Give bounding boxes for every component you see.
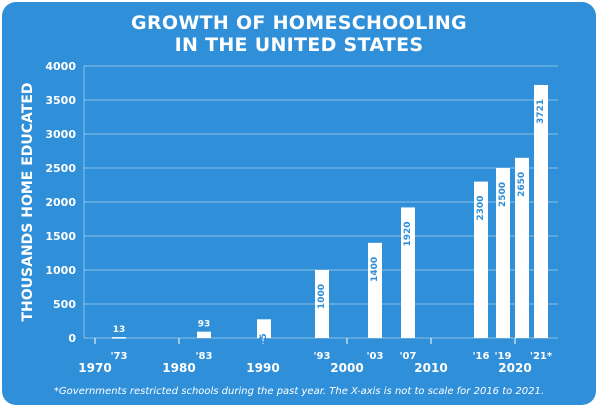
x-axis-decades: 1970 1980 1990 2000 2010 2020 [78,338,532,375]
y-tick-label: 2500 [45,162,76,175]
bars: 13 93 275 1000 1400 1920 2300 2500 2650 3721 [112,84,548,352]
bar-value-label: 3721 [536,99,546,124]
chart-title: GROWTH OF HOMESCHOOLING IN THE UNITED ST… [2,12,596,56]
bar [315,270,329,338]
chart-title-line-2: IN THE UNITED STATES [174,34,424,56]
bar-value-label: 13 [113,325,126,335]
y-axis-ticks: 0 500 1000 1500 2000 2500 3000 3500 4000 [45,60,76,345]
y-tick-label: 1000 [45,264,76,277]
x-decade-label: 2020 [498,361,531,375]
bar-chart: 0 500 1000 1500 2000 2500 3000 3500 4000 1970 198… [20,60,558,375]
y-tick-label: 3500 [45,94,76,107]
y-tick-label: 500 [53,298,76,311]
x-axis-category-labels: '73 '83 '93 '03 '07 '16 '19 '21* [111,351,553,362]
x-decade-label: 1980 [162,361,195,375]
bar [257,319,271,338]
bar [112,337,126,339]
chart-card: GROWTH OF HOMESCHOOLING IN THE UNITED ST… [2,2,596,405]
y-tick-label: 4000 [45,60,76,73]
x-category-label: '03 [367,351,384,362]
y-tick-label: 0 [68,332,76,345]
x-decade-label: 1990 [246,361,279,375]
bar [474,181,488,338]
x-decade-label: 2010 [414,361,447,375]
bar-value-label: 275 [259,333,269,352]
x-category-label: '83 [196,351,213,362]
bar [534,84,548,338]
bar [401,207,415,338]
x-category-label: '16 [473,351,490,362]
bar-value-label: 1000 [317,284,327,309]
bar [515,157,529,338]
bar-value-label: 2650 [517,172,527,197]
bar-value-label: 1400 [370,257,380,282]
bar [496,168,510,338]
y-tick-label: 1500 [45,230,76,243]
bar-value-label: 2500 [498,182,508,207]
y-tick-label: 2000 [45,196,76,209]
x-category-label: '73 [111,351,128,362]
x-category-label: '07 [400,351,417,362]
bar-value-label: 2300 [476,196,486,221]
x-decade-label: 2000 [330,361,363,375]
y-axis-label: THOUSANDS HOME EDUCATED [20,82,36,321]
footnote: *Governments restricted schools during t… [53,386,545,397]
bar-value-label: 93 [198,320,211,330]
x-decade-label: 1970 [78,361,111,375]
bar-value-label: 1920 [403,221,413,246]
x-category-label: '21* [530,351,553,362]
chart-title-line-1: GROWTH OF HOMESCHOOLING [131,12,467,34]
x-category-label: '93 [314,351,331,362]
bar [368,242,382,338]
x-category-label: '19 [495,351,512,362]
y-tick-label: 3000 [45,128,76,141]
bar [197,331,211,338]
